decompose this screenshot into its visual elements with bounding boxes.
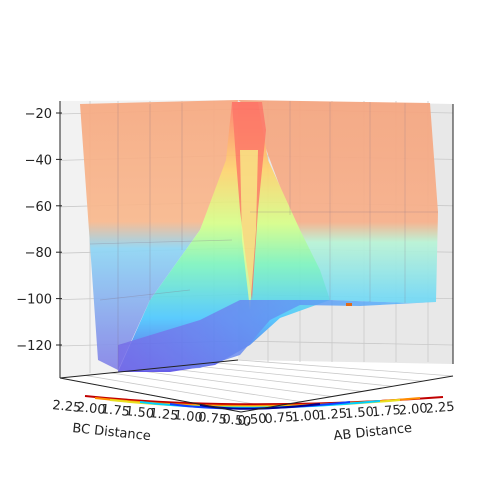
x-axis-ticks: 0.500.751.001.251.501.752.002.25: [237, 400, 455, 429]
x-tick-label: 2.25: [425, 400, 455, 417]
y-tick-label: 1.75: [100, 402, 130, 420]
floor-grid-line: [187, 364, 393, 387]
z-tick-label: −120: [16, 339, 52, 354]
y-tick-label: 0.50: [222, 412, 252, 430]
y-axis-label: BC Distance: [72, 421, 152, 444]
floor-grid-line: [212, 362, 423, 382]
surface-right-wall: [238, 100, 438, 303]
floor-grid-line: [136, 369, 332, 397]
x-tick-label: 0.75: [264, 410, 294, 427]
surface-mesh: [89, 101, 438, 370]
y-tick-label: 1.00: [173, 408, 203, 426]
z-tick-label: −40: [25, 153, 52, 168]
potential-energy-surface: [80, 100, 438, 372]
x-tick-label: 0.50: [237, 412, 267, 429]
floor-grid-line: [237, 359, 454, 377]
surface-left-wall: [80, 100, 238, 370]
y-tick-label: 1.50: [124, 404, 154, 422]
floor-grid-line: [161, 367, 363, 392]
x-tick-label: 1.50: [344, 405, 374, 422]
y-tick-label: 2.00: [76, 400, 106, 418]
floor-grid-line: [110, 372, 302, 403]
surface-basin: [118, 300, 436, 372]
y-tick-label: 2.25: [52, 398, 82, 416]
x-axis-label: AB Distance: [333, 421, 413, 444]
z-tick-label: −100: [16, 293, 52, 308]
x-tick-label: 1.00: [291, 408, 321, 425]
x-tick-label: 1.25: [318, 406, 348, 423]
surface-ridge-yellow: [240, 150, 258, 310]
y-tick-label: 1.25: [149, 406, 179, 424]
axis-lines: [59, 101, 454, 413]
z-tick-label: −80: [25, 246, 52, 261]
z-axis-ticks: −20 −40 −60 −80 −100 −120: [16, 107, 62, 354]
y-tick-label: 0.75: [197, 410, 227, 428]
x-tick-label: 2.00: [398, 401, 428, 418]
z-tick-label: −20: [25, 107, 52, 122]
x-tick-label: 1.75: [371, 403, 401, 420]
floor-grid-line: [85, 375, 272, 408]
y-axis-ticks: 2.252.001.751.501.251.000.750.50: [52, 398, 252, 430]
z-tick-label: −60: [25, 200, 52, 215]
orange-marker: [346, 303, 352, 306]
